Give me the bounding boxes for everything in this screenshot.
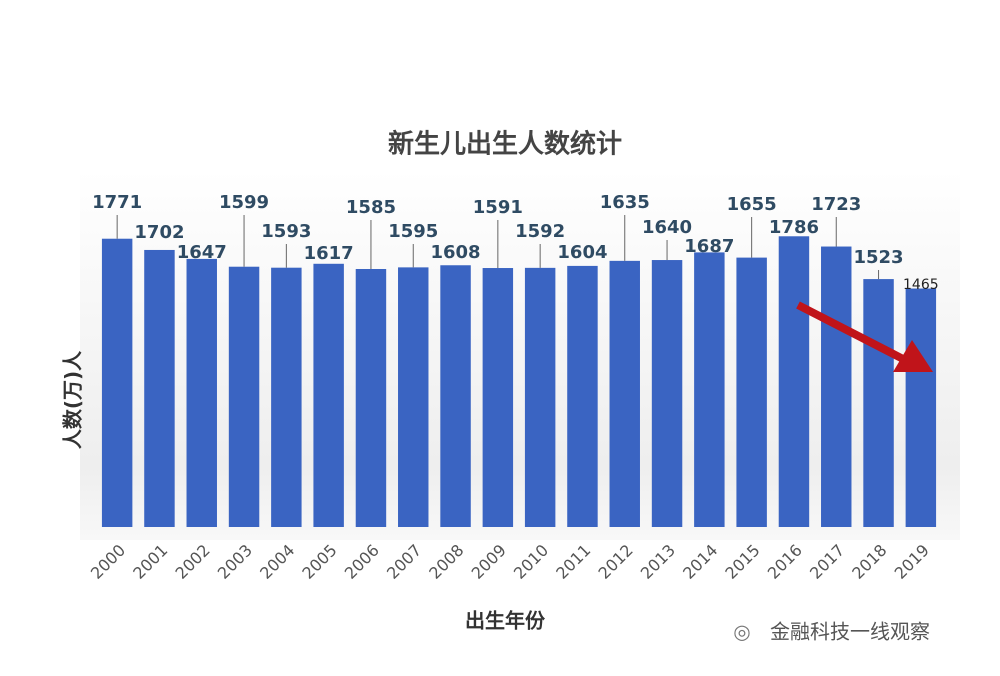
value-label: 1465 [903, 277, 939, 293]
x-tick-label: 2003 [214, 541, 256, 583]
trend-arrow-head [893, 340, 933, 372]
value-label: 1687 [684, 236, 734, 257]
bar [905, 288, 937, 527]
value-label: 1585 [346, 197, 396, 218]
bar [694, 252, 725, 527]
bar [271, 267, 302, 527]
x-tick-label: 2011 [552, 541, 594, 583]
y-axis-label: 人数(万)人 [61, 350, 85, 449]
bar [778, 236, 810, 528]
bar [863, 279, 894, 527]
bar [144, 249, 175, 528]
value-label: 1523 [853, 247, 903, 268]
x-tick-label: 2018 [848, 541, 890, 583]
x-tick-label: 2017 [806, 541, 848, 583]
bar [651, 260, 683, 527]
value-label: 1640 [642, 217, 692, 238]
bar [228, 266, 260, 527]
chart-title: 新生儿出生人数统计 [388, 129, 622, 160]
value-label: 1595 [388, 221, 438, 242]
bar [524, 267, 556, 527]
value-label: 1786 [769, 217, 819, 238]
x-tick-label: 2005 [298, 541, 340, 583]
x-tick-label: 2009 [468, 541, 510, 583]
value-label: 1592 [515, 221, 565, 242]
value-label: 1771 [92, 192, 142, 213]
x-tick-label: 2010 [510, 541, 552, 583]
trend-arrow-shaft [796, 301, 907, 364]
x-tick-label: 2006 [341, 541, 383, 583]
value-label: 1617 [304, 243, 354, 264]
value-label: 1604 [557, 242, 607, 263]
x-tick-label: 2013 [637, 541, 679, 583]
value-label: 1655 [727, 194, 777, 215]
value-label: 1702 [134, 222, 184, 243]
x-tick-label: 2015 [721, 541, 763, 583]
bar [482, 268, 514, 527]
x-tick-label: 2019 [891, 541, 933, 583]
x-tick-label: 2007 [383, 541, 425, 583]
value-label: 1608 [430, 242, 480, 263]
x-tick-label: 2001 [129, 541, 171, 583]
value-label: 1599 [219, 192, 269, 213]
bar [609, 260, 640, 527]
x-axis-label: 出生年份 [465, 609, 546, 633]
x-tick-label: 2012 [595, 541, 637, 583]
watermark: 金融科技一线观察 [770, 620, 930, 644]
bar [398, 267, 429, 527]
value-label: 1723 [811, 194, 861, 215]
bar [355, 268, 387, 527]
value-label: 1591 [473, 197, 523, 218]
value-label: 1635 [600, 192, 650, 213]
bar [736, 257, 767, 527]
bar [821, 246, 852, 528]
bar [313, 263, 344, 527]
bar [101, 238, 133, 527]
watermark-icon: ◎ [733, 620, 750, 644]
x-tick-label: 2000 [87, 541, 129, 583]
x-tick-label: 2004 [256, 541, 298, 583]
x-tick-label: 2008 [425, 541, 467, 583]
plot-background [80, 170, 960, 540]
bar [186, 258, 217, 527]
bar [567, 265, 598, 527]
value-label: 1593 [261, 221, 311, 242]
bar [440, 265, 471, 527]
x-tick-label: 2016 [764, 541, 806, 583]
x-tick-label: 2014 [679, 541, 721, 583]
value-label: 1647 [177, 242, 227, 263]
x-tick-label: 2002 [172, 541, 214, 583]
